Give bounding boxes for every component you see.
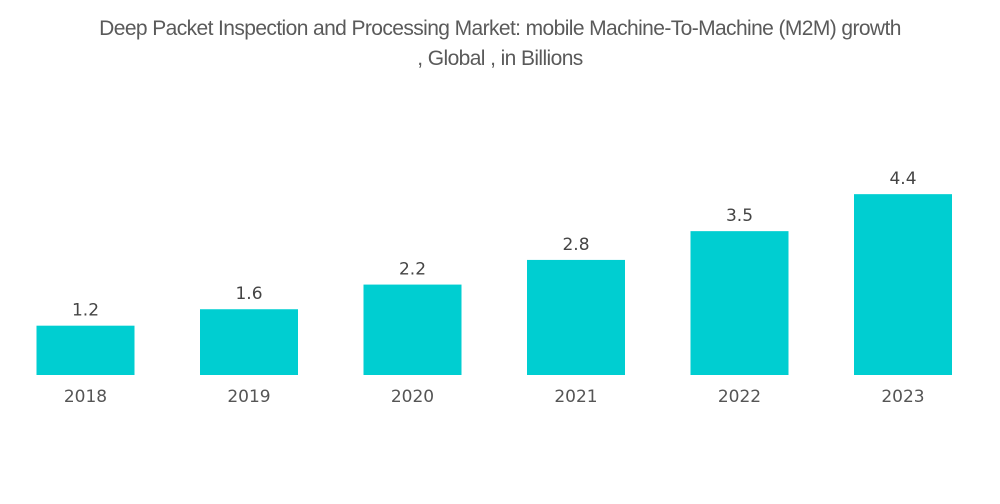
- x-tick-label-2018: 2018: [64, 387, 107, 407]
- bar-2020: [363, 284, 462, 375]
- data-label-2020: 2.2: [399, 260, 426, 280]
- data-label-2018: 1.2: [72, 301, 99, 321]
- x-tick-label-2020: 2020: [391, 387, 434, 407]
- x-tick-label-2022: 2022: [718, 387, 761, 407]
- chart-title-line-2: , Global , in Billions: [417, 47, 583, 70]
- bar-2022: [690, 231, 789, 375]
- bar-2018: [36, 325, 135, 375]
- bar-2023: [854, 194, 952, 375]
- x-tick-label-2023: 2023: [881, 387, 924, 407]
- data-label-2019: 1.6: [235, 284, 262, 304]
- data-label-2021: 2.8: [562, 235, 589, 255]
- data-label-2022: 3.5: [726, 206, 753, 226]
- x-tick-label-2019: 2019: [227, 387, 270, 407]
- bar-2021: [527, 259, 625, 375]
- x-tick-label-2021: 2021: [554, 387, 597, 407]
- chart-title-line-1: Deep Packet Inspection and Processing Ma…: [99, 17, 901, 40]
- chart-title: Deep Packet Inspection and Processing Ma…: [0, 14, 1000, 74]
- bar-2019: [200, 309, 298, 375]
- data-label-2023: 4.4: [889, 169, 916, 189]
